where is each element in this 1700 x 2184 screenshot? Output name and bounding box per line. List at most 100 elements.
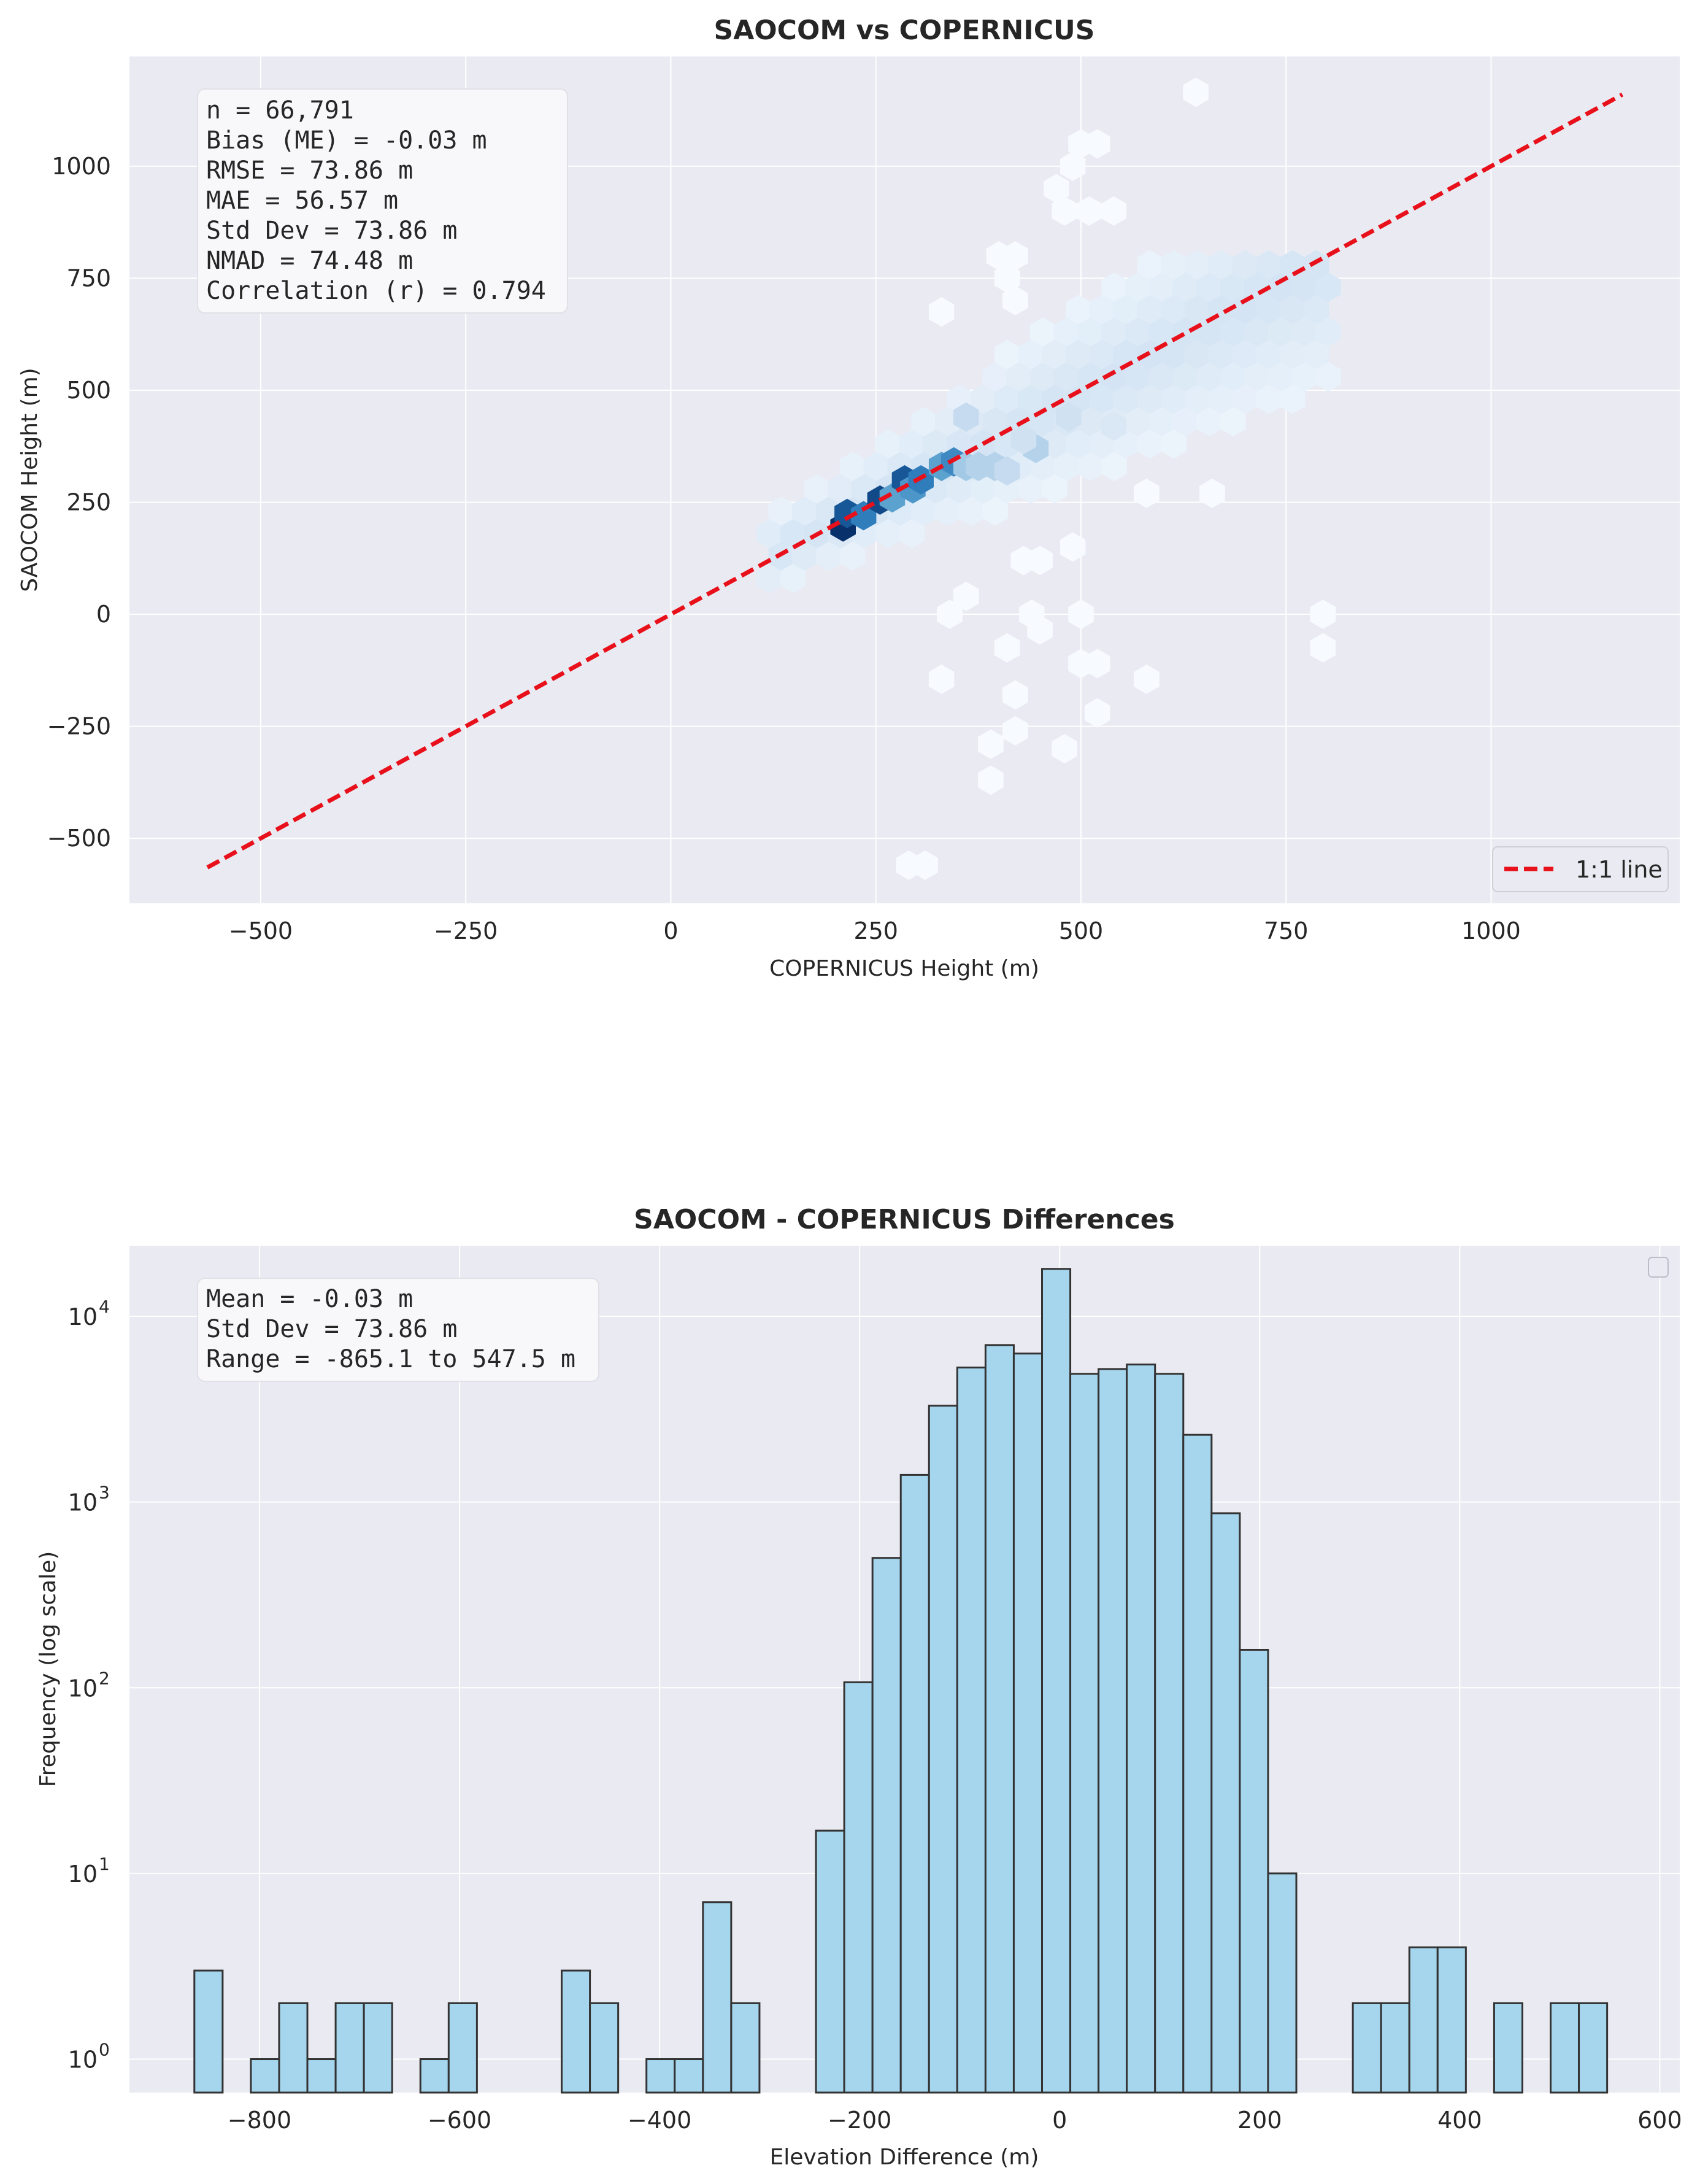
hexbin-cell	[1161, 339, 1187, 369]
bottom-chart-title: SAOCOM - COPERNICUS Differences	[634, 1204, 1175, 1235]
hexbin-cell	[1232, 295, 1258, 325]
hexbin-cell	[1291, 362, 1318, 392]
hexbin-cell	[1244, 362, 1270, 392]
hexbin-cell	[780, 563, 806, 593]
histogram-bar	[250, 2058, 280, 2094]
hexbin-cell	[1066, 295, 1091, 325]
hexbin-cell-sparse	[1084, 649, 1110, 679]
histogram-bar	[984, 1344, 1015, 2094]
histogram-bar	[278, 2002, 309, 2094]
hexbin-cell-sparse	[1044, 174, 1069, 204]
top-x-tick-label: −250	[434, 917, 498, 944]
hexbin-cell	[1232, 250, 1258, 280]
bottom-y-tick-label: 10	[68, 1861, 98, 1888]
hexbin-cell	[1053, 317, 1080, 347]
hexbin-cell	[1125, 272, 1151, 302]
top-y-tick-label: −250	[47, 713, 111, 740]
hexbin-cell	[1089, 295, 1115, 325]
bottom-x-axis-label: Elevation Difference (m)	[770, 2145, 1039, 2170]
histogram-bar	[1182, 1433, 1213, 2094]
bottom-x-tick-label: 600	[1637, 2107, 1682, 2134]
bottom-y-tick-label: 10	[68, 1675, 98, 1702]
hexbin-cell	[982, 362, 1008, 392]
hexbin-cell	[1172, 362, 1199, 392]
hexbin-cell	[1077, 407, 1104, 437]
hexbin-cell	[1125, 362, 1151, 392]
histogram-bar	[1012, 1352, 1044, 2094]
bottom-y-tick-label: 10	[68, 2047, 98, 2074]
stat-range: Range = -865.1 to 547.5 m	[206, 1345, 575, 1373]
hexbin-cell-sparse	[1134, 664, 1160, 694]
hexbin-cell	[1267, 362, 1294, 392]
hexbin-cell	[839, 452, 866, 482]
hexbin-cell	[1137, 429, 1163, 459]
hexbin-cell-sparse	[1084, 129, 1110, 159]
hexbin-cell	[1172, 272, 1199, 302]
hexbin-cell	[1161, 295, 1187, 325]
histogram-bar	[645, 2058, 676, 2094]
hexbin-cell	[1196, 407, 1222, 437]
hexbin-cell	[1101, 362, 1127, 392]
hexbin-cell-dense	[1010, 425, 1037, 455]
histogram-chart: SAOCOM - COPERNICUS Differences −800 −600…	[36, 1204, 1682, 2170]
hexbin-cell	[1208, 339, 1234, 369]
hexbin-cell	[1315, 362, 1341, 392]
hexbin-cell	[1172, 317, 1199, 347]
top-x-tick-label: 0	[663, 917, 678, 944]
histogram-bar	[815, 1829, 845, 2094]
bottom-stats-box: Mean = -0.03 m Std Dev = 73.86 m Range =…	[197, 1278, 599, 1382]
hexbin-chart: SAOCOM vs COPERNICUS −500 −250 0 250 500 750 1…	[17, 15, 1680, 981]
hexbin-cell	[1196, 362, 1222, 392]
hexbin-cell	[768, 496, 794, 527]
hexbin-cell-sparse	[1002, 285, 1028, 315]
one-to-one-dashed-line	[206, 92, 1624, 870]
bottom-x-tick-label: −400	[628, 2107, 691, 2134]
hexbin-cell	[934, 496, 961, 527]
histogram-bar	[419, 2058, 450, 2094]
histogram-bar	[730, 2002, 761, 2094]
hexbin-cell	[780, 519, 806, 549]
hexbin-cell	[1042, 339, 1067, 369]
histogram-bar	[1380, 2002, 1410, 2094]
hexbin-cell	[863, 452, 890, 482]
hexbin-cell	[1137, 384, 1163, 414]
hexbin-cell	[1125, 407, 1151, 437]
top-y-tick-label: 0	[96, 601, 111, 628]
histogram-bar	[956, 1366, 987, 2094]
hexbin-cell	[1196, 272, 1222, 302]
top-x-tick-label: 250	[853, 917, 898, 944]
histogram-bar	[1239, 1648, 1269, 2094]
histogram-bar	[1069, 1373, 1100, 2094]
bottom-x-tick-label: 0	[1052, 2107, 1067, 2134]
hexbin-cell	[1220, 362, 1246, 392]
histogram-bar	[589, 2002, 620, 2094]
histogram-bar	[702, 1901, 733, 2094]
bottom-y-tick-exponent: 3	[99, 1483, 110, 1503]
top-y-tick-label: 500	[66, 377, 111, 404]
bottom-x-tick-label: −600	[428, 2107, 491, 2134]
histogram-bar	[674, 2058, 704, 2094]
hexbin-cell	[1291, 317, 1318, 347]
hexbin-cell	[756, 519, 782, 549]
hexbin-cell-sparse	[1002, 716, 1028, 746]
top-legend: 1:1 line	[1492, 846, 1669, 892]
hexbin-cell	[1077, 317, 1104, 347]
hexbin-cell-sparse	[994, 633, 1020, 663]
hexbin-cell-sparse	[1027, 615, 1053, 645]
hexbin-cell-sparse	[978, 729, 1004, 759]
hexbin-cell	[1315, 272, 1341, 302]
hexbin-cell	[947, 474, 972, 504]
hexbin-cell	[1018, 339, 1044, 369]
hexbin-cell	[1089, 384, 1115, 414]
hexbin-cell	[1148, 272, 1175, 302]
bottom-y-tick-exponent: 0	[99, 2040, 110, 2060]
bottom-x-tick-label: −200	[828, 2107, 891, 2134]
hexbin-cell	[982, 407, 1008, 437]
bottom-y-tick-label: 10	[68, 1303, 98, 1330]
top-x-tick-label: 750	[1264, 917, 1309, 944]
hexbin-cell	[1232, 339, 1258, 369]
top-y-tick-label: 750	[66, 264, 111, 291]
hexbin-cell-sparse	[1084, 698, 1110, 728]
bottom-y-tick-exponent: 2	[99, 1668, 110, 1688]
hexbin-cell	[1137, 295, 1163, 325]
